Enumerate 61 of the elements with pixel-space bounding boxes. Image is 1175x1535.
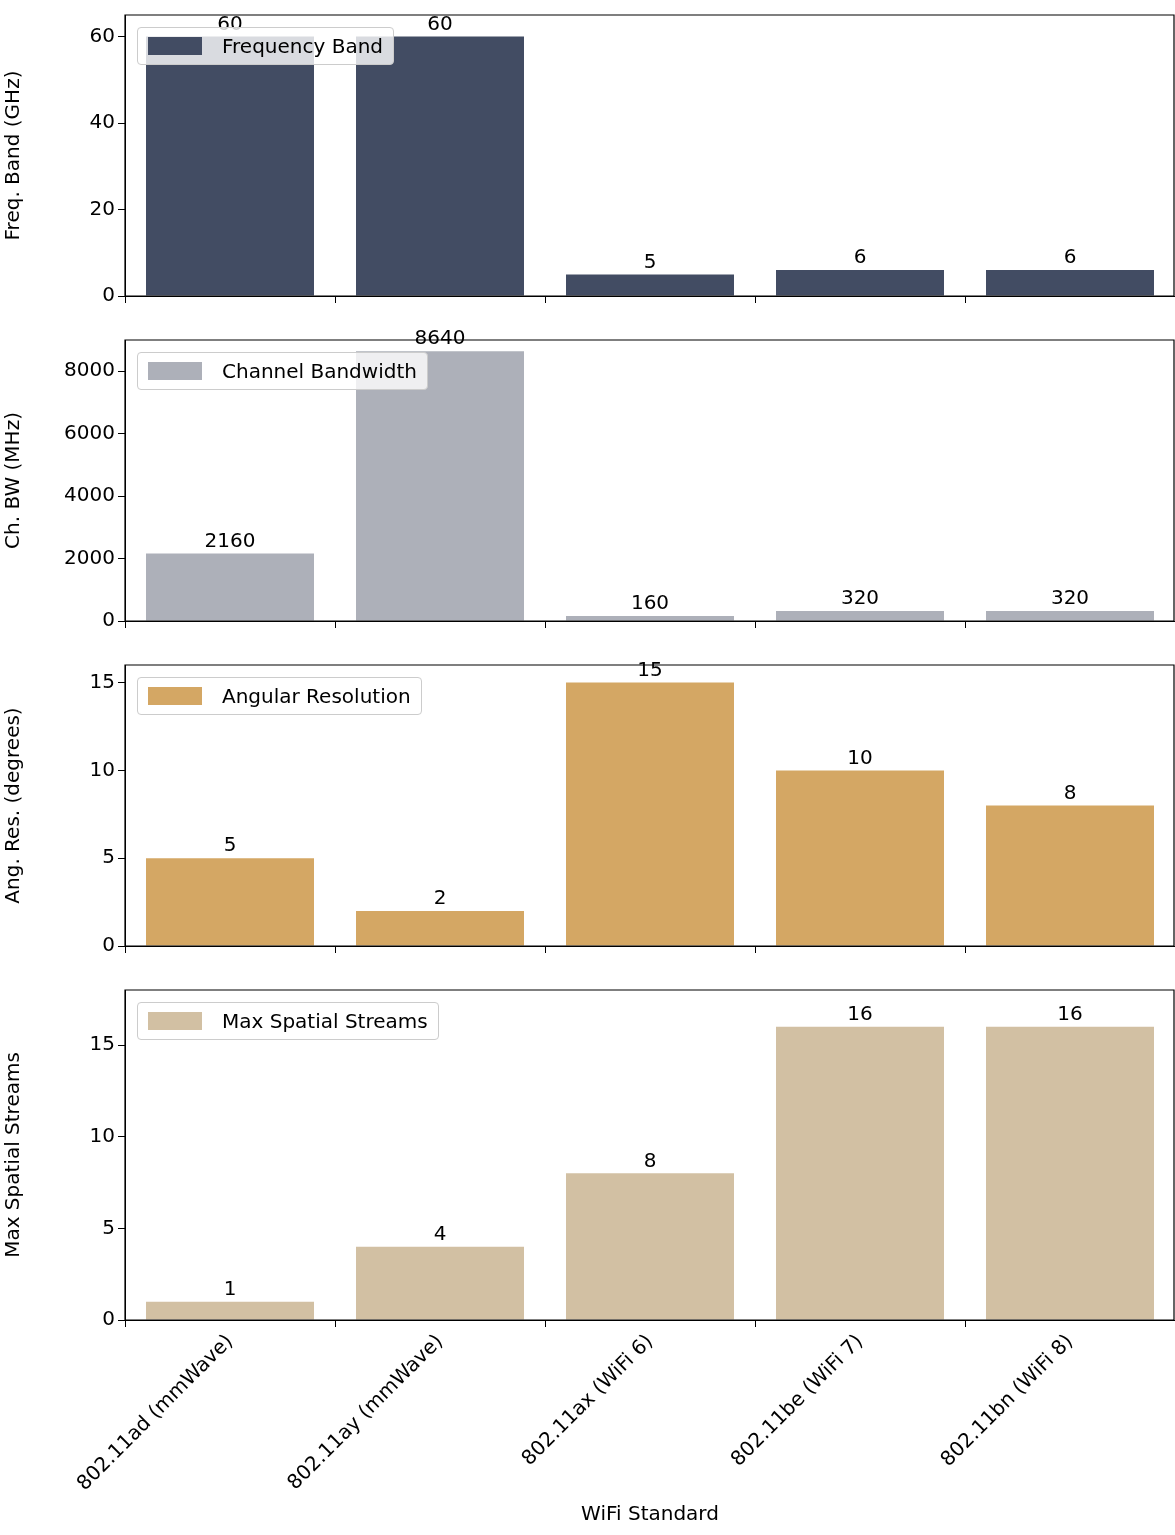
- y-tick-label: 15: [89, 668, 115, 693]
- y-tick-label: 0: [102, 607, 115, 632]
- bar: [776, 611, 944, 621]
- y-tick-label: 15: [89, 1031, 115, 1056]
- y-tick-label: 6000: [64, 419, 115, 444]
- bar: [776, 1026, 944, 1320]
- data-label: 16: [1057, 1000, 1083, 1025]
- data-label: 8: [1063, 779, 1077, 804]
- bar: [146, 858, 314, 946]
- x-axis-title: WiFi Standard: [581, 1501, 719, 1526]
- data-label: 2: [433, 885, 447, 910]
- data-label: 8640: [414, 325, 466, 350]
- legend-label: Angular Resolution: [222, 684, 411, 708]
- y-tick-label: 40: [89, 109, 115, 134]
- data-label: 6: [1063, 244, 1077, 269]
- data-label: 1: [223, 1275, 237, 1300]
- y-tick-label: 4000: [64, 482, 115, 507]
- bar: [146, 553, 314, 621]
- y-tick-label: 0: [102, 1306, 115, 1331]
- y-tick-label: 5: [102, 844, 115, 869]
- bar: [566, 682, 734, 946]
- y-axis-title: Freq. Band (GHz): [0, 70, 25, 241]
- legend-label: Frequency Band: [222, 34, 384, 58]
- y-tick-label: 20: [89, 195, 115, 220]
- y-tick-label: 10: [89, 1122, 115, 1147]
- y-axis-title: Ang. Res. (degrees): [0, 707, 25, 904]
- bar: [776, 770, 944, 946]
- bar: [986, 611, 1154, 621]
- bar: [356, 910, 524, 946]
- bar: [776, 270, 944, 296]
- y-tick-label: 5: [102, 1214, 115, 1239]
- data-label: 16: [847, 1000, 873, 1025]
- data-label: 2160: [204, 527, 256, 552]
- legend-label: Max Spatial Streams: [222, 1009, 428, 1033]
- data-label: 8: [643, 1147, 657, 1172]
- bar: [986, 805, 1154, 946]
- bar: [986, 270, 1154, 296]
- y-tick-label: 2000: [64, 544, 115, 569]
- data-label: 320: [840, 585, 880, 610]
- bar: [986, 1026, 1154, 1320]
- y-tick-label: 10: [89, 756, 115, 781]
- data-label: 6: [853, 244, 867, 269]
- y-axis-title: Max Spatial Streams: [0, 1052, 25, 1258]
- data-label: 60: [427, 10, 453, 35]
- y-tick-label: 8000: [64, 357, 115, 382]
- bar: [566, 1173, 734, 1320]
- bar: [566, 274, 734, 296]
- y-tick-label: 0: [102, 282, 115, 307]
- bar: [146, 1301, 314, 1320]
- data-label: 5: [223, 832, 237, 857]
- y-tick-label: 0: [102, 932, 115, 957]
- data-label: 160: [630, 590, 670, 615]
- data-label: 10: [847, 744, 873, 769]
- data-label: 320: [1050, 585, 1090, 610]
- legend-label: Channel Bandwidth: [222, 359, 417, 383]
- y-axis-title: Ch. BW (MHz): [0, 412, 25, 549]
- data-label: 5: [643, 248, 657, 273]
- bar: [356, 1246, 524, 1320]
- data-label: 15: [637, 656, 663, 681]
- data-label: 4: [433, 1220, 447, 1245]
- y-tick-label: 60: [89, 22, 115, 47]
